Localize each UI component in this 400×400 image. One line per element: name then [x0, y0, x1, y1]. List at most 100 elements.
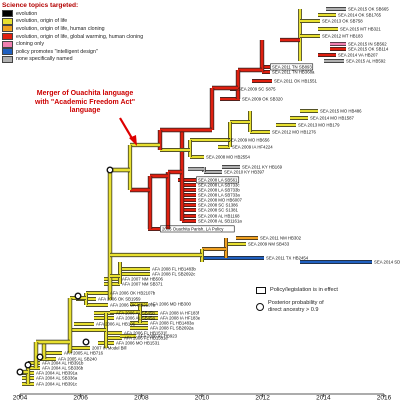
leaf-label: AFA 2004 AL SB336a [36, 376, 78, 381]
leaf-label: 2006 Ouachita Parish, LA Policy [162, 227, 224, 232]
legend: Science topics targeted: evolution evolu… [2, 2, 143, 64]
key-posterior-label: Posterior probability of direct ancestry … [268, 300, 324, 313]
legend-swatch [2, 55, 13, 63]
leaf-label: AFA 2008 IA HF183e [160, 316, 201, 321]
leaf-label: SEA 2011 TX HB2454 [266, 256, 309, 261]
leaf-label: SEA 2011 OK HB1551 [274, 79, 318, 84]
leaf-label: AFA 2008 FL HB1483b [152, 267, 196, 272]
callout-arrow [119, 117, 134, 141]
legend-label: policy promotes "intelligent design" [16, 48, 98, 55]
axis-tick-label: 2008 [134, 395, 149, 400]
leaf-label: AFA 2004 AL HB391b [42, 361, 84, 366]
leaf-label: SEA 2009 MO HB656 [228, 138, 270, 143]
leaf-label: AFA 2006 OK HB2107b [110, 291, 156, 296]
leaf-label: AFA 2006 AL HB106 [96, 322, 136, 327]
tree-branches [16, 7, 372, 386]
leaf-label: SEA 2015 MT HB321 [340, 27, 381, 32]
time-axis: 2004 2006 2008 2010 2012 2014 2016 [13, 393, 392, 400]
legend-item-evolution: evolution [2, 10, 120, 18]
legend-label: evolution, origin of life [16, 18, 68, 25]
ancestry-circle-icon [24, 361, 32, 369]
leaf-label: SEA 2008 MO HB6007 [198, 198, 243, 203]
leaf-label: SEA 2008 SC S1381 [198, 208, 239, 213]
legend-item-cloning: evolution, origin of life, human cloning [2, 25, 120, 33]
leaf-label: SEA 2014 MO HB1587 [310, 116, 355, 121]
legend-label: cloning only [16, 41, 44, 48]
key-posterior-line: direct ancestry > 0.9 [268, 306, 319, 313]
leaf-label: SEA 2014 SD SB112 [374, 260, 400, 265]
leaf-label: AFA 2004 AL HB391a [36, 371, 78, 376]
callout-arrowhead [129, 135, 137, 146]
leaf-label: SEA 2009 SC S875 [238, 87, 276, 92]
leaf-label: SEA 2011 TN HB368a [272, 70, 315, 75]
ancestry-circle-icon [82, 338, 90, 346]
leaf-label: AFA 2006 FL HB1531e [124, 336, 168, 341]
leaf-label: SEA 2015 MO HB486 [320, 109, 362, 114]
leaf-label: SEA 2011 TN SB893 [272, 65, 312, 70]
leaf-label: SEA 2008 SC S1386 [198, 203, 239, 208]
legend-swatch [2, 25, 13, 33]
key-posterior-line: Posterior probability of [268, 300, 324, 306]
axis-tick-label: 2012 [255, 395, 270, 400]
leaf-label: SEA 2014 OK SB1765 [338, 13, 382, 18]
leaf-label: SEA 2009 OK SB320 [242, 97, 283, 102]
legend-label: evolution, origin of life, global warmin… [16, 33, 144, 40]
leaf-label: SEA 2009 IA HF4224 [232, 145, 273, 150]
legend-item-cloning-only: cloning only [2, 40, 120, 48]
leaf-label: AFA 2005 AL SB240 [58, 357, 97, 362]
leaf-label: AFA 2006 FL HB1531f [124, 331, 167, 336]
leaf-label: AFA 2008 IA HF183f [160, 311, 200, 316]
leaf-label: SEA 2012 MT HB183 [322, 34, 363, 39]
leaf-label: SEA 2015 OK SB665 [348, 7, 389, 12]
leaf-label: AFA 2006 OK HB2107a [110, 303, 156, 308]
axis-tick-label: 2006 [73, 395, 88, 400]
in-effect-box-icon [160, 225, 235, 233]
leaf-label: AFA 2006 MO HB1531 [116, 341, 160, 346]
key-in-effect-label: Policy/legislation is in effect [270, 287, 338, 294]
legend-swatch [2, 40, 13, 48]
legend-label: evolution [16, 10, 38, 17]
leaf-label: SEA 2008 AL HB1168 [198, 214, 240, 219]
leaf-label: SEA 2012 MO HB1276 [272, 130, 317, 135]
legend-title: Science topics targeted: [2, 2, 79, 9]
legend-item-origin: evolution, origin of life [2, 17, 120, 26]
legend-swatch [2, 10, 13, 18]
legend-label: none specifically named [16, 56, 73, 63]
ancestry-circle-icon [16, 368, 24, 376]
ancestry-circle-icon [74, 292, 82, 300]
leaf-label: SEA 2009 NM SB433 [248, 242, 290, 247]
leaf-label: AFA 2006 OK SB1959 [98, 297, 141, 302]
axis-tick-label: 2010 [195, 395, 210, 400]
key-posterior: Posterior probability of direct ancestry … [256, 300, 324, 313]
leaf-label: SEA 2011 NM HB302 [260, 236, 302, 241]
legend-swatch [2, 48, 13, 56]
axis-tick-label: 2004 [13, 395, 28, 400]
leaf-label: SEA 2008 LA SB561 [198, 178, 238, 183]
leaf-label: SEA 2015 IN SB562 [348, 42, 387, 47]
leaf-label: SEA 2008 LA SB733b [198, 188, 240, 193]
legend-item-none: none specifically named [2, 55, 120, 64]
in-effect-box-icon [196, 176, 240, 184]
leaf-label: AFA 2004 AL SB336b [42, 366, 84, 371]
axis-tick-label: 2014 [316, 395, 331, 400]
leaf-label: SEA 2008 LA SB733a [198, 193, 240, 198]
leaf-label: SEA 2011 KY HB169 [242, 165, 283, 170]
leaf-label: SEA 2013 OK SB758 [322, 19, 363, 24]
leaf-label: AFA 2007 NM SB371 [122, 282, 163, 287]
leaf-label: SEA 2008 LA SB733c [198, 183, 240, 188]
callout-line: with "Academic Freedom Act" [34, 98, 136, 106]
legend-swatch [2, 33, 13, 41]
ancestry-circle-icon [256, 302, 264, 311]
legend-item-intelligent-design: policy promotes "intelligent design" [2, 48, 120, 56]
callout-line: Merger of Ouachita language [36, 90, 134, 97]
in-effect-box-icon [270, 63, 314, 71]
axis-tick-label: 2016 [377, 395, 392, 400]
leaf-label: SEA 2015 OK SB114 [348, 47, 389, 52]
leaf-label: 2007 IA Model Bill [92, 346, 126, 351]
leaf-label: AFA 2008 FL SB2692a [150, 326, 194, 331]
leaf-label: AFA 2008 FL HB1483a [150, 321, 194, 326]
callout-line: language [69, 107, 101, 114]
leaf-label: AFA 2006 MD HB300 [150, 302, 191, 307]
leaf-label: SEA 2014 VA HB207 [338, 53, 378, 58]
